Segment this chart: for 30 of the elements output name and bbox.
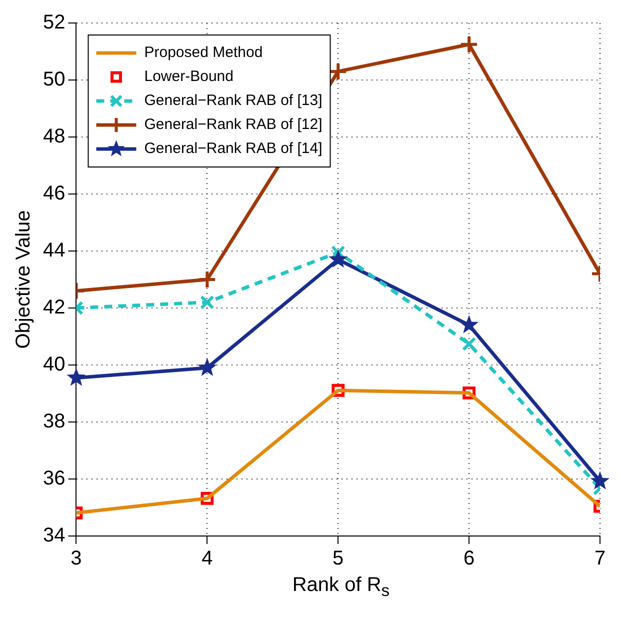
y-tick-label: 52 (42, 12, 66, 34)
legend-label: Lower-Bound (144, 68, 234, 86)
y-tick-label: 48 (42, 126, 66, 148)
y-tick-label: 42 (42, 296, 66, 319)
y-tick-label: 40 (42, 354, 66, 376)
legend-label: General−Rank RAB of [13] (144, 92, 322, 110)
x-tick-label: 5 (332, 548, 344, 570)
y-tick-label: 36 (42, 468, 66, 490)
y-tick-label: 46 (42, 182, 66, 205)
x-tick-label: 7 (594, 548, 606, 570)
x-axis-title: Rank of R$_{s}$ (291, 574, 391, 601)
x-tick-label: 6 (464, 548, 475, 570)
y-tick-label: 50 (42, 68, 66, 91)
legend-label: General−Rank RAB of [12] (144, 116, 322, 134)
point (462, 336, 476, 352)
x-tick-label: 3 (70, 548, 82, 570)
legend-label: Proposed Method (144, 44, 263, 62)
point (460, 34, 479, 54)
point (328, 62, 348, 81)
legend-label: General−Rank RAB of [14] (144, 140, 322, 158)
point (200, 295, 214, 310)
point (328, 250, 348, 268)
y-tick-label: 38 (42, 410, 66, 433)
point (198, 358, 217, 376)
y-tick-label: 34 (42, 524, 66, 547)
point (460, 315, 479, 334)
point (198, 270, 217, 289)
y-axis-title: Objective Value (12, 210, 35, 349)
y-tick-label: 44 (42, 240, 66, 262)
x-tick-label: 4 (202, 548, 213, 570)
